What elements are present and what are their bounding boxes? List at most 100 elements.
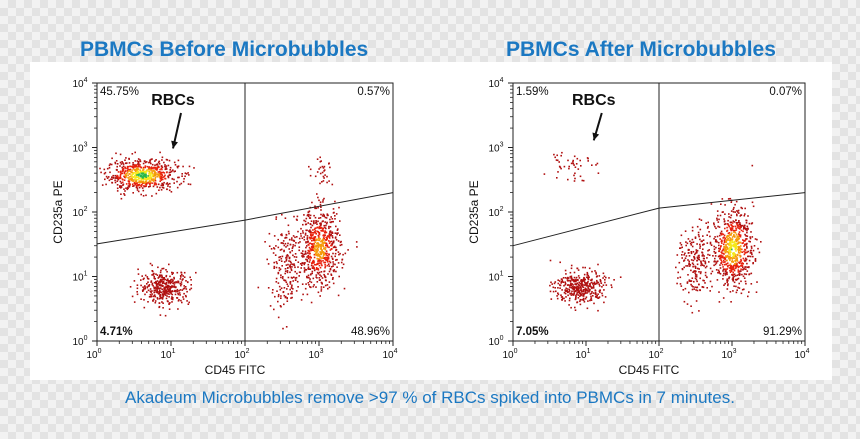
event-dot (331, 243, 333, 245)
event-dot (297, 266, 299, 268)
event-dot (705, 265, 708, 268)
event-dot (167, 185, 169, 187)
event-dot (135, 165, 138, 168)
event-dot (322, 213, 325, 216)
event-dot (144, 286, 146, 288)
event-dot (727, 284, 729, 287)
event-dot (734, 231, 737, 234)
event-dot (321, 165, 324, 168)
y-tick-label: 102 (488, 206, 503, 219)
event-dot (320, 160, 322, 162)
event-dot (758, 251, 761, 254)
event-dot (317, 239, 319, 241)
event-dot (750, 283, 753, 285)
event-dot (159, 276, 161, 278)
event-dot (316, 257, 319, 260)
event-dot (584, 292, 587, 294)
event-dot (177, 165, 180, 167)
event-dot (312, 244, 314, 247)
event-dot (718, 270, 720, 273)
event-dot (339, 234, 341, 236)
event-dot (355, 241, 358, 243)
event-dot (734, 260, 736, 262)
event-dot (273, 248, 276, 250)
event-dot (328, 236, 330, 238)
event-dot (583, 292, 586, 295)
event-dot (585, 288, 587, 290)
event-dot (331, 257, 334, 260)
event-dot (162, 187, 165, 189)
event-dot (695, 278, 698, 281)
event-dot (332, 252, 334, 255)
event-dot (324, 246, 326, 249)
event-dot (142, 289, 145, 291)
event-dot (730, 266, 732, 268)
event-dot (572, 161, 574, 163)
event-dot (726, 236, 728, 238)
y-tick-label: 100 (72, 335, 87, 348)
event-dot (575, 283, 578, 286)
event-dot (133, 185, 135, 187)
event-dot (567, 277, 569, 280)
event-dot (732, 241, 734, 244)
event-dot (724, 251, 727, 254)
event-dot (720, 259, 722, 261)
event-dot (702, 260, 705, 262)
event-dot (549, 259, 552, 262)
event-dot (729, 255, 731, 258)
event-dot (576, 287, 578, 290)
event-dot (324, 226, 326, 229)
event-dot (576, 282, 579, 284)
event-dot (719, 247, 721, 250)
event-dot (694, 265, 696, 268)
event-dot (190, 284, 192, 286)
event-dot (164, 288, 166, 291)
event-dot (283, 303, 285, 306)
event-dot (128, 184, 131, 187)
event-dot (109, 171, 111, 174)
event-dot (697, 234, 700, 236)
event-dot (749, 240, 751, 243)
event-dot (310, 257, 312, 259)
event-dot (146, 178, 149, 180)
event-dot (723, 261, 725, 264)
event-dot (583, 293, 585, 296)
event-dot (173, 284, 176, 286)
event-dot (298, 249, 300, 252)
x-tick-label: 101 (160, 348, 175, 361)
event-dot (589, 299, 591, 302)
event-dot (571, 283, 574, 285)
event-dot (154, 164, 156, 166)
event-dot (179, 294, 181, 296)
event-dot (138, 186, 141, 189)
tick-base: 10 (160, 350, 172, 361)
event-dot (322, 286, 325, 288)
event-dot (147, 289, 150, 292)
event-dot (746, 266, 749, 268)
event-dot (169, 169, 171, 171)
event-dot (722, 252, 724, 255)
tick-base: 10 (488, 273, 500, 284)
event-dot (321, 241, 324, 244)
event-dot (313, 284, 315, 286)
event-dot (166, 295, 168, 297)
event-dot (694, 275, 697, 277)
event-dot (300, 252, 303, 254)
event-dot (279, 268, 282, 270)
event-dot (318, 260, 321, 262)
event-dot (333, 269, 336, 271)
event-dot (320, 213, 322, 216)
event-dot (287, 285, 289, 287)
event-dot (313, 261, 315, 264)
event-dot (743, 250, 745, 253)
event-dot (738, 233, 740, 235)
event-dot (305, 253, 307, 255)
event-dot (573, 271, 576, 274)
event-dot (305, 223, 308, 225)
event-dot (161, 166, 164, 169)
event-dot (334, 218, 336, 220)
event-dot (280, 287, 283, 289)
event-dot (734, 236, 736, 238)
event-dot (699, 247, 701, 249)
event-dot (694, 237, 697, 239)
